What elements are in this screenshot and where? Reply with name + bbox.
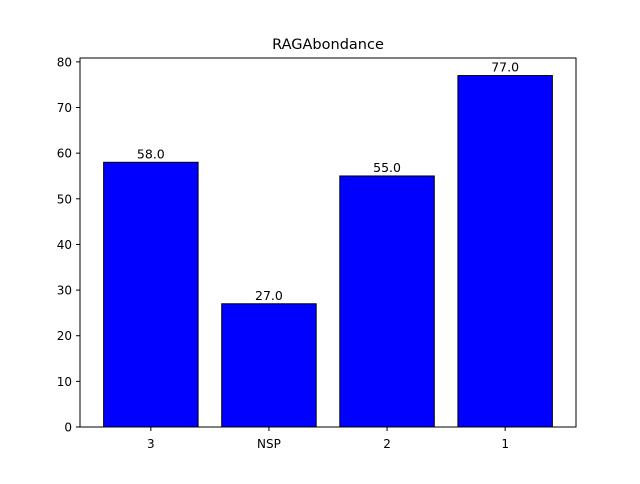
y-tick-label: 20	[57, 329, 72, 343]
bar-value-label: 58.0	[137, 146, 165, 161]
x-tick-label: 1	[501, 437, 509, 451]
bar-nsp	[221, 303, 317, 428]
x-tick-label: 2	[383, 437, 391, 451]
y-tick-label: 70	[57, 101, 72, 115]
y-tick-label: 60	[57, 147, 72, 161]
bar-1	[457, 75, 553, 428]
y-tick-label: 80	[57, 55, 72, 69]
bar-2	[339, 175, 435, 428]
bars-group	[103, 75, 553, 428]
bar-value-label: 55.0	[373, 160, 401, 175]
chart-title: RAGAbondance	[272, 37, 384, 53]
bar-3	[103, 161, 199, 428]
x-axis-ticks: 3 NSP 2 1	[147, 427, 509, 451]
y-tick-label: 40	[57, 238, 72, 252]
x-tick-label: NSP	[257, 437, 281, 451]
y-tick-label: 10	[57, 375, 72, 389]
bar-value-label: 77.0	[491, 60, 519, 75]
x-tick-label: 3	[147, 437, 155, 451]
plot-area-frame	[79, 57, 577, 428]
y-tick-label: 50	[57, 192, 72, 206]
y-tick-label: 30	[57, 284, 72, 298]
bar-value-label: 27.0	[255, 288, 283, 303]
y-tick-label: 0	[64, 421, 72, 435]
bar-labels-group: 58.0 27.0 55.0 77.0	[137, 60, 519, 303]
y-axis-ticks: 0 10 20 30 40 50 60 70 80	[57, 55, 80, 435]
